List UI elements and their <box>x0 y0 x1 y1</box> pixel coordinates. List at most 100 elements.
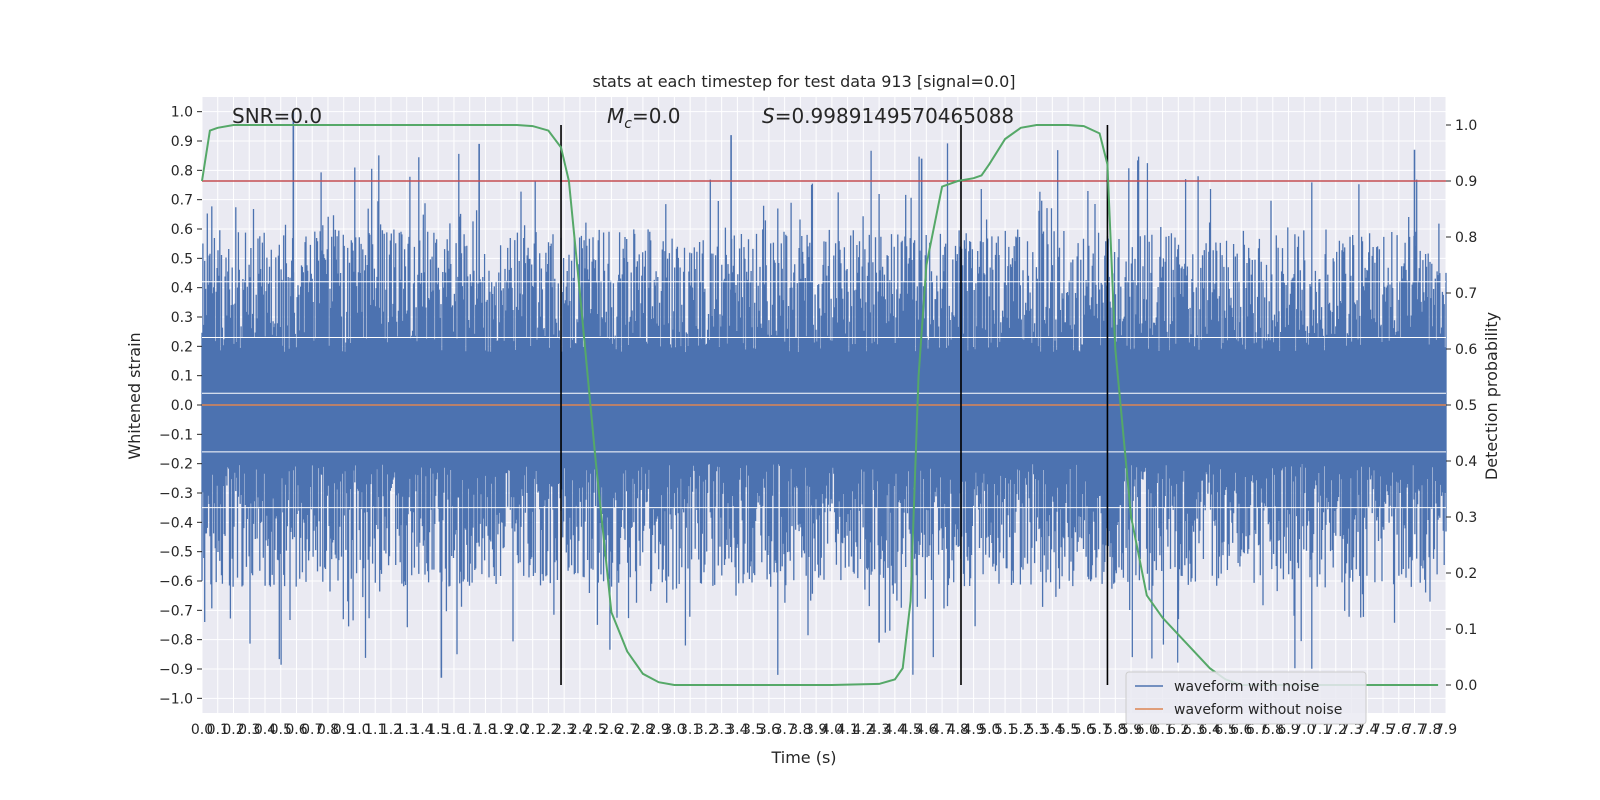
y-tick-label: −0.1 <box>159 427 193 443</box>
x-tick-label: 6.1 <box>1151 722 1173 738</box>
x-tick-label: 0.6 <box>285 722 307 738</box>
x-tick-label: 0.3 <box>238 722 260 738</box>
y-tick-label: 1.0 <box>171 105 193 121</box>
x-tick-label: 2.8 <box>632 722 654 738</box>
x-tick-label: 1.3 <box>396 722 418 738</box>
x-tick-label: 4.3 <box>868 722 890 738</box>
x-tick-label: 2.0 <box>506 722 528 738</box>
x-tick-label: 5.6 <box>1073 722 1095 738</box>
y-tick-label: 0.8 <box>171 163 193 179</box>
detection-probability-line <box>201 124 1439 686</box>
x-tick-label: 6.6 <box>1230 722 1252 738</box>
y-tick-label: −0.5 <box>159 545 193 561</box>
x-tick-label: 3.7 <box>774 722 796 738</box>
y2-tick-label: 0.2 <box>1455 566 1477 582</box>
x-tick-label: 6.0 <box>1136 722 1158 738</box>
x-tick-label: 4.6 <box>915 722 937 738</box>
x-tick-label: 4.9 <box>962 722 984 738</box>
x-tick-label: 3.9 <box>805 722 827 738</box>
y2-tick-label: 0.4 <box>1455 454 1477 470</box>
x-tick-label: 3.4 <box>726 722 748 738</box>
x-tick-label: 7.6 <box>1388 722 1410 738</box>
x-tick-label: 3.1 <box>679 722 701 738</box>
x-tick-label: 1.6 <box>443 722 465 738</box>
x-tick-label: 0.9 <box>333 722 355 738</box>
y-tick-label: 0.3 <box>171 310 193 326</box>
x-tick-label: 5.9 <box>1120 722 1142 738</box>
snr-annotation: SNR=0.0 <box>232 104 322 128</box>
x-tick-label: 1.8 <box>474 722 496 738</box>
x-tick-label: 4.5 <box>899 722 921 738</box>
x-tick-label: 0.1 <box>207 722 229 738</box>
x-tick-label: 7.8 <box>1419 722 1441 738</box>
axes-labels: 0.00.10.20.30.40.50.60.70.80.91.01.11.21… <box>159 105 1477 738</box>
x-tick-label: 4.4 <box>884 722 906 738</box>
y2-tick-label: 0.0 <box>1455 678 1477 694</box>
score-symbol: S <box>762 104 775 128</box>
x-tick-label: 3.5 <box>742 722 764 738</box>
x-tick-label: 1.4 <box>411 722 433 738</box>
x-tick-label: 5.0 <box>978 722 1000 738</box>
legend-box <box>1125 671 1367 725</box>
x-tick-label: 7.4 <box>1356 722 1378 738</box>
y-tick-label: 0.7 <box>171 193 193 209</box>
chirp-mass-subscript: c <box>624 116 632 132</box>
x-tick-label: 0.5 <box>270 722 292 738</box>
x-tick-label: 6.5 <box>1214 722 1236 738</box>
y-tick-label: −0.2 <box>159 457 193 473</box>
y-tick-label: 0.9 <box>171 134 193 150</box>
x-tick-label: 5.1 <box>994 722 1016 738</box>
x-tick-label: 3.0 <box>663 722 685 738</box>
x-tick-label: 6.4 <box>1199 722 1221 738</box>
x-tick-label: 0.4 <box>254 722 276 738</box>
x-tick-label: 0.2 <box>222 722 244 738</box>
x-tick-label: 1.7 <box>459 722 481 738</box>
y-tick-label: 0.6 <box>171 222 193 238</box>
score-value: =0.9989149570465088 <box>775 104 1014 128</box>
x-tick-label: 6.8 <box>1262 722 1284 738</box>
y-tick-label: 0.1 <box>171 369 193 385</box>
x-tick-label: 2.2 <box>537 722 559 738</box>
x-tick-label: 4.1 <box>836 722 858 738</box>
x-tick-label: 3.6 <box>758 722 780 738</box>
x-tick-label: 5.7 <box>1088 722 1110 738</box>
y2-tick-label: 1.0 <box>1455 118 1477 134</box>
x-tick-label: 7.3 <box>1340 722 1362 738</box>
x-tick-label: 7.7 <box>1403 722 1425 738</box>
x-tick-label: 6.7 <box>1246 722 1268 738</box>
x-tick-label: 2.5 <box>585 722 607 738</box>
x-tick-label: 2.9 <box>648 722 670 738</box>
legend-label-noise: waveform with noise <box>1174 679 1319 695</box>
x-tick-label: 5.4 <box>1041 722 1063 738</box>
chirp-mass-symbol: M <box>607 104 624 128</box>
x-tick-label: 5.5 <box>1057 722 1079 738</box>
x-tick-label: 2.3 <box>553 722 575 738</box>
y-tick-label: −0.6 <box>159 574 193 590</box>
x-tick-label: 2.7 <box>616 722 638 738</box>
x-tick-label: 1.9 <box>490 722 512 738</box>
x-tick-label: 3.8 <box>789 722 811 738</box>
x-tick-label: 4.8 <box>947 722 969 738</box>
x-tick-label: 1.1 <box>364 722 386 738</box>
y-tick-label: −0.8 <box>159 633 193 649</box>
y-tick-label: −0.3 <box>159 486 193 502</box>
y-axis-label: Whitened strain <box>125 332 144 459</box>
noise-core-band <box>202 352 1446 464</box>
y-tick-label: −0.9 <box>159 662 193 678</box>
y-tick-label: 0.2 <box>171 339 193 355</box>
x-tick-label: 6.9 <box>1277 722 1299 738</box>
y2-axis-label: Detection probability <box>1482 312 1501 480</box>
legend: waveform with noise waveform without noi… <box>1125 671 1367 725</box>
x-tick-label: 5.2 <box>1010 722 1032 738</box>
y-tick-label: 0.4 <box>171 281 193 297</box>
x-tick-label: 0.7 <box>301 722 323 738</box>
x-tick-label: 3.3 <box>711 722 733 738</box>
score-annotation: S=0.9989149570465088 <box>762 104 1014 128</box>
x-tick-label: 7.5 <box>1372 722 1394 738</box>
y-tick-label: 0.5 <box>171 251 193 267</box>
x-tick-label: 0.0 <box>191 722 213 738</box>
x-tick-label: 1.5 <box>427 722 449 738</box>
y-tick-label: −0.4 <box>159 515 193 531</box>
x-tick-label: 6.3 <box>1183 722 1205 738</box>
chirp-mass-value: =0.0 <box>632 104 681 128</box>
